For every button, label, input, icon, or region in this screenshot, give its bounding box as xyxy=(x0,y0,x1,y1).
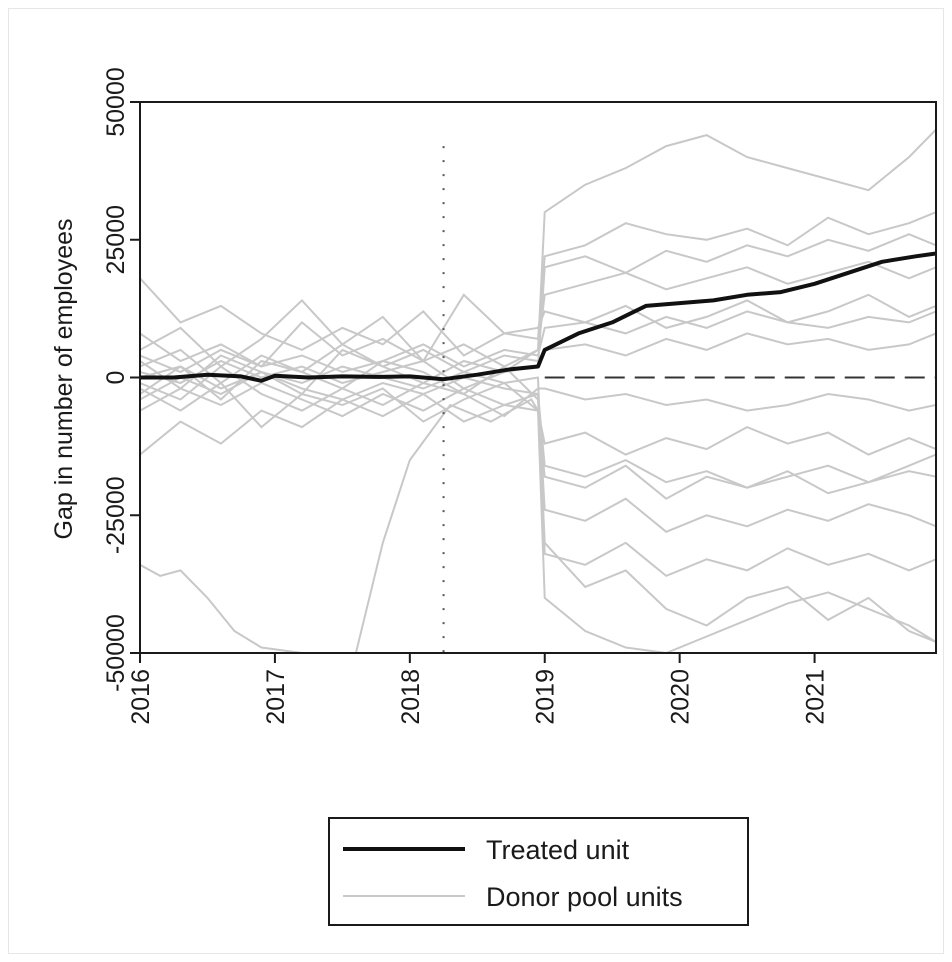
y-axis-title: Gap in number of employees xyxy=(50,218,78,539)
treated-series-layer xyxy=(140,251,936,383)
donor-series-line xyxy=(140,310,936,374)
legend: Treated unit Donor pool units xyxy=(328,817,749,926)
y-tick-label: 0 xyxy=(102,371,130,385)
donor-series-line xyxy=(140,211,936,357)
donor-series-layer xyxy=(140,128,936,653)
y-tick-label: -25000 xyxy=(102,476,130,554)
donor-series-line xyxy=(140,128,936,396)
figure-frame xyxy=(8,8,944,954)
x-tick-label: 2017 xyxy=(262,669,290,725)
y-tick-label: -50000 xyxy=(102,614,130,692)
x-tick-label: 2021 xyxy=(802,669,830,725)
y-tick-label: 25000 xyxy=(102,205,130,275)
donor-series-line xyxy=(140,370,936,489)
donor-series-line xyxy=(140,365,936,418)
x-axis: 2016 2017 2018 2019 2020 2021 xyxy=(127,653,830,725)
donor-series-line xyxy=(140,381,936,533)
y-tick-label: 50000 xyxy=(102,67,130,137)
x-tick-label: 2019 xyxy=(532,669,560,725)
legend-label-treated: Treated unit xyxy=(486,835,630,865)
x-tick-label: 2018 xyxy=(397,669,425,725)
donor-series-line xyxy=(140,398,936,653)
treated-series-line xyxy=(140,251,936,383)
x-tick-label: 2016 xyxy=(127,669,155,725)
y-axis: 50000 25000 0 -25000 -50000 xyxy=(102,67,140,692)
legend-box xyxy=(328,817,749,926)
x-tick-label: 2020 xyxy=(667,669,695,725)
donor-series-line xyxy=(140,233,936,390)
legend-label-donor: Donor pool units xyxy=(486,882,683,912)
